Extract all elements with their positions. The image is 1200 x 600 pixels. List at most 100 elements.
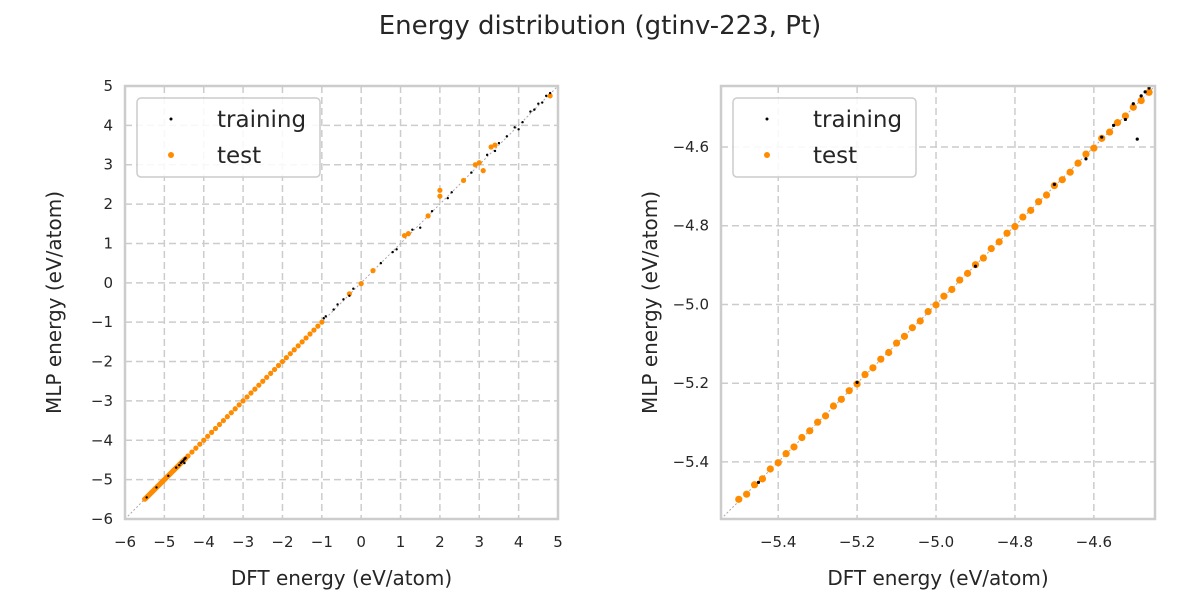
training-point <box>332 308 335 311</box>
test-point <box>248 390 254 396</box>
training-point <box>178 463 181 467</box>
test-point <box>774 459 782 467</box>
test-point <box>743 490 751 498</box>
training-point <box>450 191 453 194</box>
training-point <box>1111 123 1116 127</box>
legend-test-label: test <box>813 143 857 169</box>
test-point <box>829 402 838 410</box>
test-point <box>216 421 223 428</box>
x-tick-label: 3 <box>474 533 484 551</box>
test-point <box>1074 159 1082 167</box>
y-axis-label: MLP energy (eV/atom) <box>42 191 66 414</box>
test-point <box>869 364 877 372</box>
y-tick-label: 5 <box>103 77 113 95</box>
test-point <box>1121 112 1130 120</box>
y-tick-label: −4.6 <box>673 138 709 156</box>
test-point <box>492 142 498 148</box>
test-point <box>1042 191 1051 199</box>
test-point <box>877 355 885 363</box>
x-tick-label: −5.4 <box>760 533 796 551</box>
test-point <box>861 370 869 379</box>
legend-training-marker <box>169 117 173 121</box>
x-tick-label: −3 <box>232 533 254 551</box>
test-point <box>460 177 467 184</box>
test-point <box>814 418 822 426</box>
test-point <box>979 254 987 262</box>
training-point <box>513 126 516 129</box>
test-point <box>228 410 234 416</box>
training-point <box>183 461 186 465</box>
test-point <box>885 348 893 357</box>
training-point <box>145 496 148 499</box>
training-point <box>391 250 394 254</box>
test-point <box>185 453 191 459</box>
test-point <box>311 327 317 333</box>
y-tick-label: 0 <box>103 274 113 292</box>
training-point <box>1131 102 1135 106</box>
test-point <box>303 335 309 341</box>
x-tick-label: 2 <box>435 533 445 551</box>
test-point <box>1106 128 1114 136</box>
test-point <box>287 351 293 357</box>
test-point <box>271 366 278 373</box>
test-point <box>224 414 230 420</box>
test-point <box>924 307 932 316</box>
legend: training test <box>136 97 321 178</box>
test-point <box>236 402 242 408</box>
test-point <box>307 331 313 337</box>
test-point <box>291 347 297 353</box>
legend-training-label: training <box>813 107 902 133</box>
test-point <box>1082 150 1090 158</box>
training-point <box>517 128 520 131</box>
test-point <box>892 339 901 347</box>
test-point <box>845 387 853 395</box>
test-point <box>472 162 478 168</box>
test-point <box>940 292 948 300</box>
x-tick-label: 5 <box>553 533 563 551</box>
test-point <box>1027 206 1035 214</box>
test-point <box>1035 198 1043 206</box>
test-point <box>319 319 325 325</box>
test-point <box>232 406 238 412</box>
training-point <box>322 317 325 320</box>
test-point <box>1137 96 1145 105</box>
test-point <box>401 232 408 239</box>
x-tick-label: 4 <box>514 533 524 551</box>
test-point <box>315 323 321 329</box>
left-subplot-full-range: −6 −5 −4 −3 −2 −1 0 1 2 3 4 5 −6 −5 −4 −3 −2 −1 0 1 2 3 4 5 DFT … <box>42 77 563 590</box>
training-point <box>379 261 383 265</box>
training-point <box>541 101 544 104</box>
training-point <box>973 264 978 268</box>
test-point <box>916 317 924 325</box>
test-point <box>1090 144 1098 152</box>
test-point <box>244 394 250 400</box>
training-point <box>167 474 170 478</box>
y-tick-label: −5.0 <box>673 295 709 313</box>
test-point <box>1129 103 1137 111</box>
test-point <box>1145 88 1153 96</box>
x-tick-label: −4 <box>193 533 215 551</box>
test-point <box>948 285 956 294</box>
training-point <box>855 380 859 385</box>
test-point <box>735 495 743 503</box>
legend-test-label: test <box>217 143 261 169</box>
training-point <box>155 486 158 489</box>
training-point <box>430 209 434 213</box>
training-point <box>419 226 422 229</box>
test-point <box>264 374 270 380</box>
training-point <box>1123 117 1128 122</box>
test-point <box>480 168 486 174</box>
y-tick-label: −3 <box>91 392 113 410</box>
test-point <box>197 441 203 447</box>
test-point <box>750 481 759 489</box>
training-point <box>485 153 489 157</box>
test-point <box>798 433 806 442</box>
training-point <box>1052 182 1056 187</box>
y-tick-label: 4 <box>103 116 113 134</box>
test-point <box>821 412 830 420</box>
training-point <box>529 110 532 113</box>
test-point <box>488 144 494 150</box>
legend-training-label: training <box>217 107 306 133</box>
x-axis-label: DFT energy (eV/atom) <box>231 566 452 590</box>
right-subplot-zoomed-range: −5.4 −5.2 −5.0 −4.8 −4.6 −5.4 −5.2 −5.0 −4.8 −4.6… <box>638 84 1157 590</box>
